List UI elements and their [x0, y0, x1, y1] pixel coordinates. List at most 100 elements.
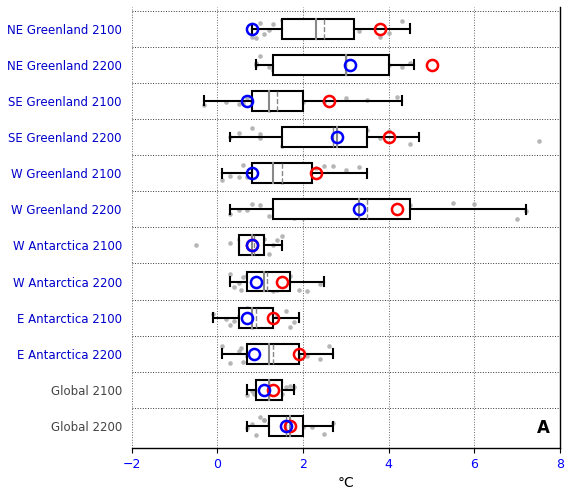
Point — [376, 33, 385, 41]
Point — [354, 164, 363, 171]
Point — [230, 283, 239, 291]
Point — [277, 282, 286, 290]
Point — [299, 33, 308, 41]
Point — [243, 248, 252, 256]
Point — [290, 53, 299, 61]
Point — [320, 162, 329, 170]
Point — [294, 286, 303, 294]
Point — [328, 56, 337, 64]
Point — [376, 134, 385, 142]
Point — [208, 310, 218, 318]
Point — [290, 169, 299, 177]
Point — [264, 106, 274, 114]
Point — [384, 29, 393, 37]
Point — [251, 234, 260, 242]
Point — [238, 248, 247, 256]
Point — [290, 128, 299, 136]
Point — [217, 176, 226, 184]
X-axis label: °C: °C — [337, 476, 354, 490]
Point — [277, 390, 286, 398]
Point — [238, 358, 247, 366]
Point — [290, 92, 299, 100]
Point — [316, 280, 325, 288]
Point — [273, 428, 282, 436]
Point — [277, 60, 286, 68]
Point — [273, 286, 282, 294]
Point — [251, 34, 260, 42]
Point — [303, 352, 312, 360]
Point — [245, 284, 254, 292]
Point — [264, 63, 274, 71]
Point — [320, 208, 329, 216]
Point — [247, 33, 256, 41]
Point — [238, 161, 247, 169]
Point — [236, 343, 246, 351]
Point — [277, 202, 286, 210]
Point — [311, 60, 320, 68]
Point — [243, 94, 252, 102]
Point — [260, 384, 269, 392]
Point — [521, 207, 530, 215]
Point — [363, 207, 372, 215]
Point — [277, 356, 286, 364]
Point — [226, 321, 235, 329]
Bar — [282, 127, 367, 147]
Point — [268, 417, 278, 425]
Point — [243, 271, 252, 279]
Point — [363, 96, 372, 104]
Point — [376, 67, 385, 75]
Point — [299, 214, 308, 222]
Point — [350, 62, 359, 70]
Point — [393, 93, 402, 101]
Point — [268, 378, 278, 386]
Point — [286, 272, 295, 280]
Point — [230, 317, 239, 325]
Point — [234, 206, 243, 214]
Point — [247, 99, 256, 107]
Point — [226, 359, 235, 367]
Point — [470, 200, 479, 208]
Point — [405, 60, 415, 68]
Point — [303, 16, 312, 24]
Point — [341, 166, 351, 174]
Point — [277, 233, 286, 241]
Point — [256, 315, 265, 323]
Point — [286, 323, 295, 331]
Point — [226, 240, 235, 248]
Point — [264, 212, 274, 220]
Point — [299, 137, 308, 145]
Point — [234, 312, 243, 320]
Point — [273, 352, 282, 360]
Point — [234, 129, 243, 137]
Point — [384, 203, 393, 211]
Point — [277, 426, 286, 434]
Point — [286, 382, 295, 390]
Point — [320, 430, 329, 438]
Point — [247, 248, 256, 256]
Point — [282, 164, 291, 171]
Point — [251, 431, 260, 439]
Point — [254, 248, 263, 256]
Point — [251, 386, 260, 394]
Point — [247, 124, 256, 132]
Point — [258, 393, 267, 401]
Point — [299, 98, 308, 106]
Point — [258, 383, 267, 391]
Point — [260, 98, 269, 106]
Point — [277, 103, 286, 111]
Point — [240, 246, 250, 253]
Point — [221, 98, 230, 106]
Point — [236, 318, 246, 326]
Point — [513, 215, 522, 223]
Point — [282, 383, 291, 391]
Point — [234, 235, 243, 243]
Point — [328, 162, 337, 170]
Bar — [239, 236, 264, 255]
Point — [405, 201, 415, 209]
Point — [234, 346, 243, 354]
Point — [341, 199, 351, 207]
Point — [243, 423, 252, 431]
Point — [260, 30, 269, 38]
Point — [277, 142, 286, 150]
Point — [282, 277, 291, 285]
